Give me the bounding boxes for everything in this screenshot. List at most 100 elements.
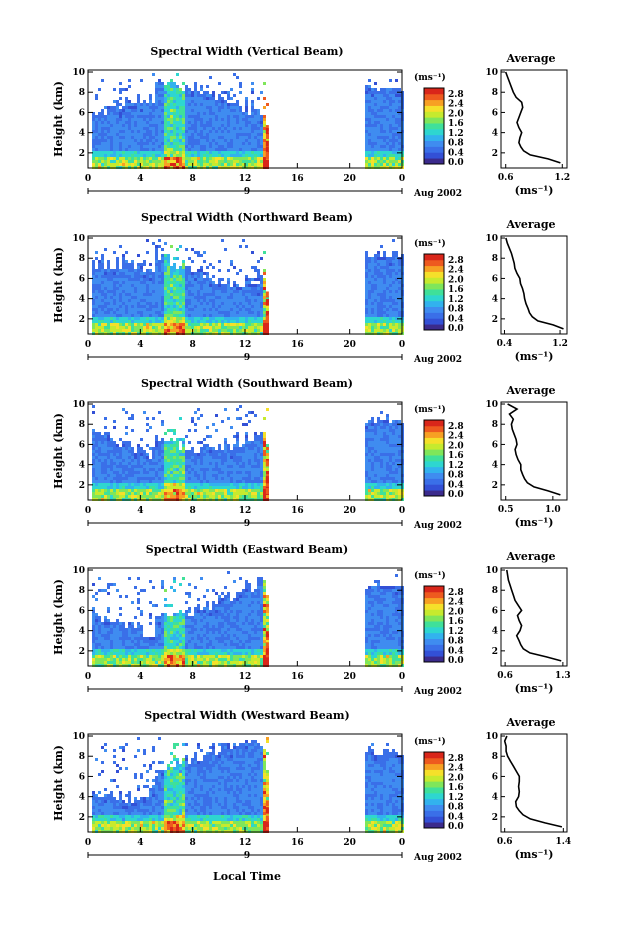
heatmap-cell — [377, 296, 380, 299]
heatmap-cell — [116, 278, 119, 281]
heatmap-cell — [173, 100, 176, 103]
heatmap-cell — [176, 474, 179, 477]
heatmap-cell — [185, 266, 188, 269]
heatmap-cell — [239, 118, 242, 121]
heatmap-cell — [371, 438, 374, 441]
heatmap-cell — [371, 432, 374, 435]
heatmap-cell — [149, 308, 152, 311]
heatmap-cell — [368, 486, 371, 489]
heatmap-cell — [95, 257, 98, 260]
heatmap-cell — [395, 88, 398, 91]
heatmap-cell — [371, 260, 374, 263]
heatmap-cell — [374, 453, 377, 456]
heatmap-cell — [386, 278, 389, 281]
heatmap-cell — [251, 495, 254, 498]
heatmap-cell — [143, 459, 146, 462]
heatmap-cell — [125, 465, 128, 468]
heatmap-cell — [218, 136, 221, 139]
heatmap-cell — [230, 489, 233, 492]
heatmap-cell — [176, 299, 179, 302]
heatmap-cell — [194, 85, 197, 88]
heatmap-cell — [170, 139, 173, 142]
heatmap-cell — [107, 311, 110, 314]
heatmap-cell — [209, 115, 212, 118]
heatmap-cell — [191, 296, 194, 299]
heatmap-cell — [110, 311, 113, 314]
heatmap-cell — [371, 275, 374, 278]
heatmap-cell — [200, 317, 203, 320]
heatmap-cell — [179, 269, 182, 272]
heatmap-cell — [218, 329, 221, 332]
heatmap-cell — [170, 444, 173, 447]
heatmap-cell — [152, 124, 155, 127]
heatmap-cell — [206, 453, 209, 456]
heatmap-cell — [260, 154, 263, 157]
heatmap-cell — [152, 296, 155, 299]
heatmap-cell — [107, 329, 110, 332]
heatmap-cell — [98, 269, 101, 272]
heatmap-cell — [263, 130, 266, 133]
heatmap-cell — [215, 311, 218, 314]
heatmap-cell — [164, 109, 167, 112]
heatmap-cell — [365, 157, 368, 160]
heatmap-cell — [236, 435, 239, 438]
heatmap-cell — [239, 302, 242, 305]
heatmap-cell — [200, 269, 203, 272]
heatmap-cell — [149, 130, 152, 133]
heatmap-cell — [164, 112, 167, 115]
heatmap-cell — [383, 163, 386, 166]
heatmap-cell — [179, 94, 182, 97]
heatmap-cell — [392, 115, 395, 118]
heatmap-cell — [158, 329, 161, 332]
heatmap-cell — [257, 465, 260, 468]
heatmap-cell — [236, 417, 239, 420]
heatmap-cell — [173, 130, 176, 133]
heatmap-cell — [164, 447, 167, 450]
heatmap-cell — [206, 148, 209, 151]
heatmap-cell — [125, 154, 128, 157]
heatmap-cell — [155, 296, 158, 299]
heatmap-cell — [386, 160, 389, 163]
heatmap-cell — [161, 465, 164, 468]
heatmap-cell — [170, 453, 173, 456]
heatmap-cell — [245, 151, 248, 154]
heatmap-cell — [146, 278, 149, 281]
heatmap-cell — [149, 94, 152, 97]
heatmap-cell — [377, 323, 380, 326]
heatmap-cell — [242, 121, 245, 124]
heatmap-cell — [227, 453, 230, 456]
heatmap-cell — [371, 266, 374, 269]
heatmap-cell — [131, 495, 134, 498]
heatmap-cell — [209, 486, 212, 489]
heatmap-cell — [128, 163, 131, 166]
heatmap-cell — [149, 296, 152, 299]
heatmap-cell — [392, 299, 395, 302]
heatmap-cell — [245, 486, 248, 489]
heatmap-cell — [158, 272, 161, 275]
heatmap-cell — [92, 260, 95, 263]
heatmap-cell — [242, 124, 245, 127]
heatmap-cell — [158, 130, 161, 133]
heatmap-cell — [398, 154, 401, 157]
heatmap-cell — [161, 136, 164, 139]
colorbar-swatch — [424, 134, 444, 142]
heatmap-cell — [374, 136, 377, 139]
heatmap-cell — [119, 88, 122, 91]
heatmap-cell — [98, 329, 101, 332]
heatmap-cell — [236, 456, 239, 459]
heatmap-cell — [200, 145, 203, 148]
heatmap-cell — [209, 76, 212, 79]
heatmap-cell — [140, 453, 143, 456]
heatmap-cell — [149, 465, 152, 468]
heatmap-cell — [143, 142, 146, 145]
heatmap-cell — [383, 130, 386, 133]
heatmap-cell — [155, 305, 158, 308]
heatmap-cell — [131, 296, 134, 299]
heatmap-cell — [197, 91, 200, 94]
heatmap-cell — [110, 139, 113, 142]
heatmap-cell — [365, 88, 368, 91]
heatmap-cell — [398, 326, 401, 329]
heatmap-cell — [374, 426, 377, 429]
heatmap-cell — [245, 329, 248, 332]
heatmap-cell — [110, 293, 113, 296]
